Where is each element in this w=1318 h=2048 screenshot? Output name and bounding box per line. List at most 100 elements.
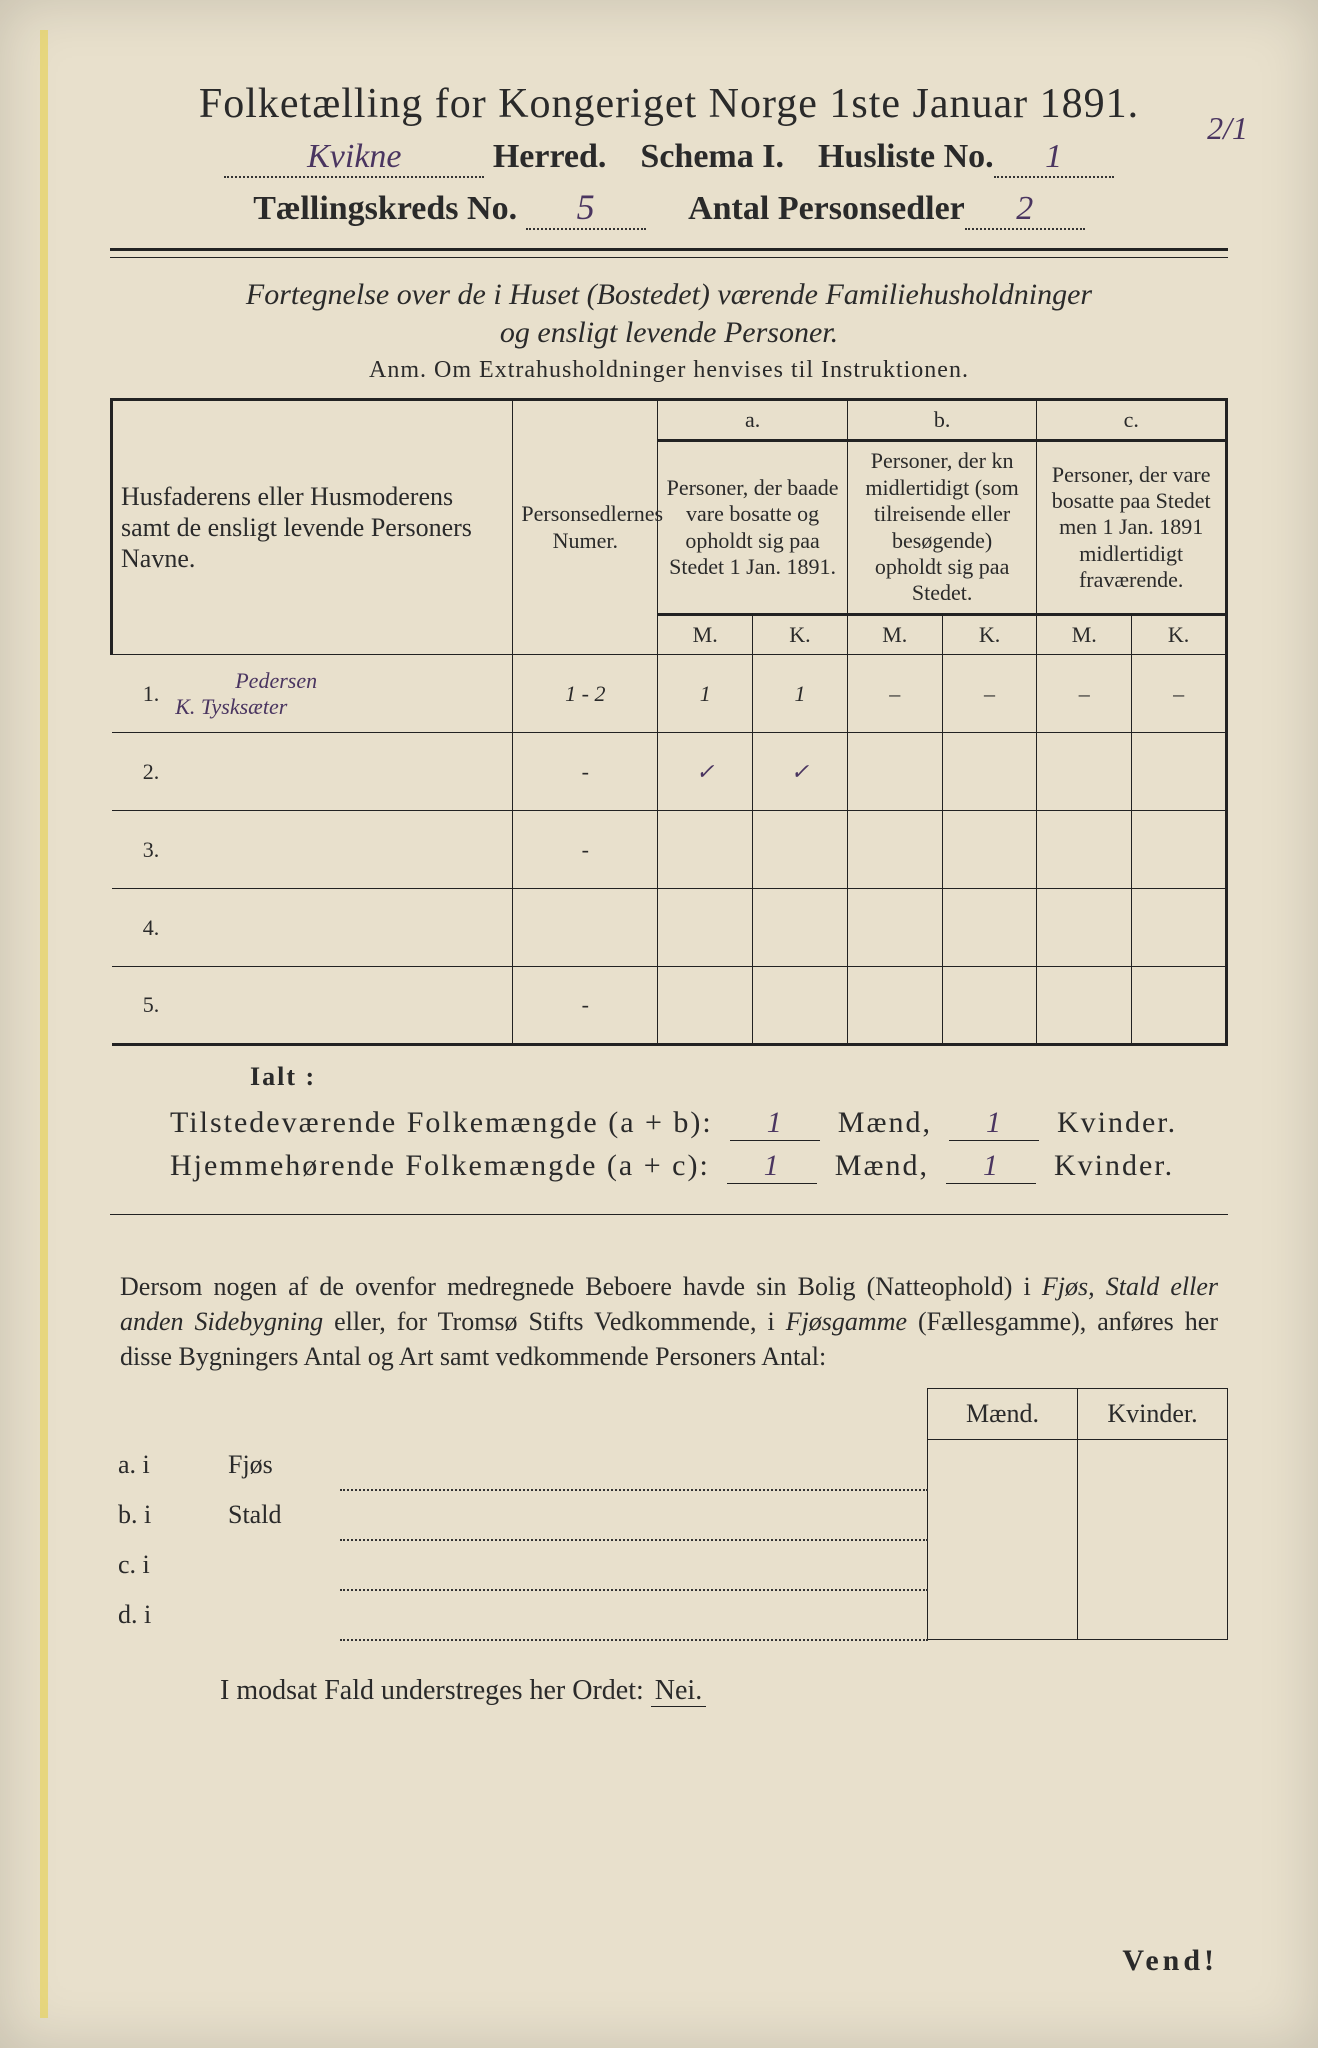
ialt-label: Ialt : [110, 1046, 1228, 1098]
sum-kvinder: Kvinder. [1054, 1149, 1174, 1182]
cell [928, 1440, 1078, 1490]
fjos-rowlabel: d. i [110, 1590, 220, 1640]
table-row: c. i [110, 1540, 1228, 1590]
sum-kvinder: Kvinder. [1057, 1106, 1177, 1139]
sum-maend: Mænd, [838, 1106, 932, 1139]
cell [1132, 967, 1227, 1045]
table-row: a. i Fjøs [110, 1440, 1228, 1490]
cell [928, 1540, 1078, 1590]
building-paragraph: Dersom nogen af de ovenfor medregnede Be… [120, 1269, 1218, 1374]
cell [1078, 1440, 1228, 1490]
row-name [167, 967, 513, 1045]
sum-label: Hjemmehørende Folkemængde (a + c): [170, 1149, 710, 1182]
nei-pre: I modsat Fald understreges her Ordet: [220, 1675, 651, 1706]
cell [847, 889, 942, 967]
rule [110, 248, 1228, 251]
table-row: 4. [112, 889, 1227, 967]
cell [1037, 733, 1132, 811]
cell [928, 1490, 1078, 1540]
fjos-dots [340, 1490, 928, 1540]
col-c-M: M. [1037, 614, 1132, 654]
row-name [167, 733, 513, 811]
rule [110, 257, 1228, 258]
cell [847, 733, 942, 811]
cell [1078, 1490, 1228, 1540]
table-row: 1. Pedersen K. Tysksæter 1 - 2 1 1 – – –… [112, 655, 1227, 733]
row-num: 4. [112, 889, 168, 967]
antal-value: 2 [965, 190, 1085, 230]
col-a-M: M. [658, 614, 753, 654]
fjos-rowtype: Stald [220, 1490, 340, 1540]
table-row: 2. - ✓ ✓ [112, 733, 1227, 811]
table-row: 3. - [112, 811, 1227, 889]
census-form-page: 2/1 Folketælling for Kongeriget Norge 1s… [0, 0, 1318, 2048]
cell [1132, 811, 1227, 889]
fjos-rowtype [220, 1540, 340, 1590]
row-name: Pedersen K. Tysksæter [167, 655, 513, 733]
header-line-2: Tællingskreds No. 5 Antal Personsedler2 [110, 186, 1228, 230]
cell: ✓ [658, 733, 753, 811]
herred-value: Kvikne [224, 138, 484, 178]
buildings-table: Mænd. Kvinder. a. i Fjøs b. i Stald c. i [110, 1388, 1228, 1641]
col-numer-head: Personsedlernes Numer. [521, 501, 663, 552]
cell [942, 889, 1037, 967]
nei-line: I modsat Fald understreges her Ordet: Ne… [220, 1675, 1228, 1707]
row-name [167, 811, 513, 889]
col-a-label: a. [745, 407, 760, 432]
col-b-desc: Personer, der kn midlertidigt (som tilre… [865, 448, 1018, 605]
table-row: d. i [110, 1590, 1228, 1640]
col-c-label: c. [1124, 407, 1139, 432]
row-numer: - [513, 811, 658, 889]
husliste-label: Husliste No. [818, 138, 994, 175]
col-b-M: M. [847, 614, 942, 654]
cell [753, 967, 848, 1045]
cell: 1 [658, 655, 753, 733]
col-a-desc: Personer, der baade vare bosatte og opho… [667, 475, 839, 579]
fjos-rowlabel: c. i [110, 1540, 220, 1590]
fjos-rowlabel: a. i [110, 1440, 220, 1490]
cell [658, 811, 753, 889]
col-a-K: K. [753, 614, 848, 654]
husliste-value: 1 [994, 138, 1114, 178]
cell [753, 889, 848, 967]
cell [942, 811, 1037, 889]
table-row: b. i Stald [110, 1490, 1228, 1540]
row-numer: - [513, 733, 658, 811]
subtitle: Fortegnelse over de i Huset (Bostedet) v… [240, 276, 1098, 351]
row-numer: - [513, 967, 658, 1045]
cell [1132, 889, 1227, 967]
cell [928, 1590, 1078, 1640]
cell: – [1132, 655, 1227, 733]
cell [942, 967, 1037, 1045]
cell [942, 733, 1037, 811]
row-numer [513, 889, 658, 967]
fjos-head-m: Mænd. [928, 1389, 1078, 1440]
sum-label: Tilstedeværende Folkemængde (a + b): [170, 1106, 713, 1139]
household-table: Husfaderens eller Husmoderens samt de en… [110, 398, 1228, 1046]
sum-maend: Mænd, [835, 1149, 929, 1182]
sum-val: 1 [730, 1106, 820, 1141]
fjos-dots [340, 1440, 928, 1490]
cell [847, 967, 942, 1045]
rule [110, 1214, 1228, 1215]
col-b-label: b. [934, 407, 951, 432]
fjos-dots [340, 1540, 928, 1590]
header-line-1: Kvikne Herred. Schema I. Husliste No.1 [110, 138, 1228, 178]
col-b-K: K. [942, 614, 1037, 654]
cell [1078, 1540, 1228, 1590]
sum-line-1: Tilstedeværende Folkemængde (a + b): 1 M… [170, 1106, 1228, 1141]
kreds-value: 5 [526, 186, 646, 230]
sum-val: 1 [946, 1149, 1036, 1184]
table-row: 5. - [112, 967, 1227, 1045]
fjos-rowlabel: b. i [110, 1490, 220, 1540]
nei-word: Nei. [651, 1675, 706, 1707]
cell [847, 811, 942, 889]
cell: ✓ [753, 733, 848, 811]
sum-val: 1 [727, 1149, 817, 1184]
cell [658, 889, 753, 967]
vend-label: Vend! [1122, 1944, 1218, 1978]
col-c-desc: Personer, der vare bosatte paa Stedet me… [1052, 462, 1211, 593]
antal-label: Antal Personsedler [688, 190, 965, 227]
anm-note: Anm. Om Extrahusholdninger henvises til … [110, 357, 1228, 384]
cell: – [1037, 655, 1132, 733]
